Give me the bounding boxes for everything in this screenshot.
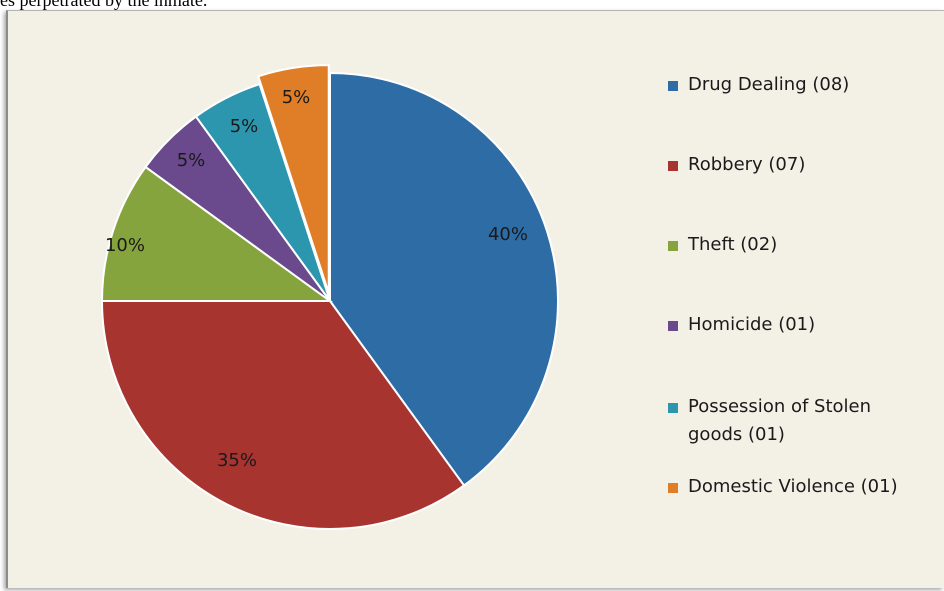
legend-swatch [668, 81, 678, 91]
pie-slice-6 [257, 64, 330, 294]
slice-percent-label-1: 40% [488, 224, 528, 245]
legend-swatch [668, 241, 678, 251]
slice-percent-label-3: 10% [105, 235, 145, 256]
legend-swatch [668, 321, 678, 331]
legend-swatch [668, 403, 678, 413]
legend-label: Theft (02) [688, 234, 778, 255]
slice-percent-label-5: 5% [230, 116, 259, 137]
chart-frame: 40% 35% 10% 5% 5% 5% Drug Dealing (08) Robbery… [6, 10, 944, 588]
pie-slice-2 [100, 300, 466, 530]
legend-label: Robbery (07) [688, 154, 806, 175]
pie-slice-1 [329, 71, 559, 487]
legend-label: Possession of Stolen goods (01) [688, 396, 872, 445]
pie-slice-3 [100, 165, 334, 302]
slice-percent-label-2: 35% [217, 450, 257, 471]
legend-label: Drug Dealing (08) [688, 74, 850, 95]
slice-percent-label-6: 5% [282, 87, 311, 108]
page-caption: es perpetrated by the inmate. [0, 0, 208, 10]
legend-label: Homicide (01) [688, 314, 816, 335]
legend-label: Domestic Violence (01) [688, 476, 898, 497]
legend-swatch [668, 483, 678, 493]
pie-slice-5 [194, 82, 331, 302]
chart-legend: Drug Dealing (08) Robbery (07) Theft (02) H… [668, 11, 944, 591]
pie-chart: 40% 35% 10% 5% 5% 5% [100, 64, 559, 530]
slice-percent-label-4: 5% [177, 150, 206, 171]
legend-swatch [668, 161, 678, 171]
